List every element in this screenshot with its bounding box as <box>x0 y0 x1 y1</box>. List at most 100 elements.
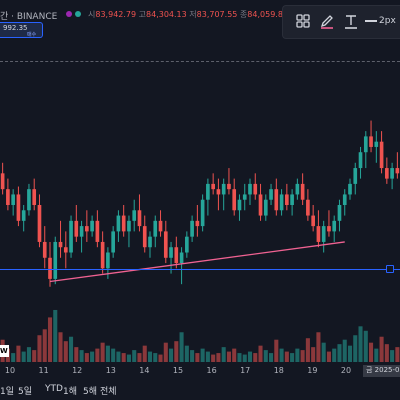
time-axis[interactable]: 10 11 12 13 14 15 16 17 18 19 20 <box>0 364 400 378</box>
candle-body <box>42 241 47 258</box>
volume-bar <box>216 353 221 362</box>
drawing-toolbar: 2px <box>282 5 400 39</box>
pencil-icon[interactable] <box>319 13 335 29</box>
candle-body <box>221 183 226 195</box>
volume-bar <box>258 345 263 362</box>
candle-body <box>21 210 26 221</box>
volume-bar <box>184 345 189 362</box>
candle-body <box>37 205 42 242</box>
left-tab[interactable]: W <box>0 345 9 357</box>
volume-bar <box>395 347 400 362</box>
time-axis-tick: 12 <box>72 366 83 375</box>
candle-body <box>85 226 89 232</box>
symbol-label[interactable]: 간 · BINANCE <box>0 12 58 22</box>
volume-bar <box>247 351 253 362</box>
line-width-label[interactable]: 2px <box>379 16 396 26</box>
volume-bar <box>326 351 331 362</box>
volume-bar <box>332 348 337 362</box>
buy-label: 매수 <box>27 32 37 38</box>
candle-body <box>179 252 184 264</box>
close-value: 84,059.83 <box>247 10 289 19</box>
volume-bar <box>111 348 116 362</box>
volume-bar <box>242 354 247 362</box>
volume-bar <box>347 345 353 362</box>
range-button[interactable]: 5해 <box>83 387 98 397</box>
text-tool-icon[interactable] <box>343 13 359 29</box>
volume-bar <box>32 350 37 362</box>
range-button[interactable]: YTD <box>45 384 63 394</box>
buy-price: 992.35 <box>3 24 28 32</box>
candle-body <box>116 215 121 232</box>
ohlc-readout: 시83,942.79 고84,304.13 저83,707.55 종84,059… <box>88 9 288 20</box>
candle-body <box>353 168 358 184</box>
time-axis-tick: 19 <box>307 366 318 375</box>
volume-bar <box>132 350 137 362</box>
range-button[interactable]: 전체 <box>100 387 117 397</box>
candle-body <box>148 236 152 248</box>
volume-bar <box>84 353 89 362</box>
volume-bar <box>305 338 310 362</box>
range-button[interactable]: 1해 <box>63 387 78 397</box>
candle-body <box>11 194 15 205</box>
volume-bar <box>290 353 295 362</box>
time-axis-tick: 13 <box>105 366 116 375</box>
volume-bar <box>284 351 289 362</box>
candle-body <box>132 210 137 221</box>
volume-bar <box>74 347 79 362</box>
candle-body <box>185 236 189 253</box>
volume-bar <box>263 350 268 362</box>
chart-header: 간 · BINANCE 시83,942.79 고84,304.13 저83,70… <box>0 0 400 28</box>
candle-body <box>27 189 31 211</box>
candle-body <box>374 141 379 147</box>
volume-bar <box>316 332 321 362</box>
volume-bar <box>16 345 21 362</box>
candle-body <box>337 205 342 221</box>
range-button[interactable]: 5일 <box>18 387 33 397</box>
status-dot-green <box>75 11 81 17</box>
volume-bar <box>195 353 200 362</box>
volume-bar <box>190 350 195 362</box>
candle-body <box>316 226 321 242</box>
candle-body <box>121 215 126 232</box>
candle-body <box>269 189 273 200</box>
candle-body <box>279 194 284 211</box>
candle-body <box>158 220 163 232</box>
candle-body <box>142 226 147 248</box>
horizontal-line-drawing[interactable] <box>0 269 400 270</box>
time-axis-tick: 20 <box>340 366 352 375</box>
grid-icon[interactable] <box>295 13 311 29</box>
candle-body <box>358 152 363 169</box>
candle-body <box>200 199 205 227</box>
volume-bar <box>63 341 68 362</box>
time-axis-tick: 18 <box>273 366 284 375</box>
status-dot-purple <box>66 11 72 17</box>
candle-body <box>295 183 300 195</box>
line-width-icon[interactable] <box>363 13 379 29</box>
volume-bar <box>274 339 279 362</box>
candle-body <box>290 194 294 205</box>
candle-body <box>379 141 384 169</box>
buy-price-badge[interactable]: 992.35 매수 <box>0 22 43 38</box>
range-button[interactable]: 1일 <box>0 387 15 397</box>
candle-body <box>285 194 289 205</box>
candle-body <box>348 183 352 195</box>
horizontal-line-handle[interactable] <box>386 265 394 273</box>
volume-bar <box>105 345 110 362</box>
candle-body <box>16 194 21 221</box>
candle-body <box>153 220 158 237</box>
volume-bar <box>53 309 58 362</box>
time-axis-tick: 17 <box>240 366 251 375</box>
candlestick-chart[interactable] <box>0 0 400 364</box>
volume-bar <box>47 317 53 362</box>
volume-bar <box>295 348 300 362</box>
candle-body <box>48 257 52 279</box>
candle-body <box>253 183 258 195</box>
candle-body <box>195 220 200 227</box>
volume-bar <box>379 336 384 362</box>
volume-bar <box>311 347 316 362</box>
volume-bar <box>237 353 242 362</box>
volume-bar <box>142 345 147 362</box>
volume-bar <box>269 353 274 362</box>
volume-bar <box>90 351 95 362</box>
volume-bar <box>42 329 47 362</box>
